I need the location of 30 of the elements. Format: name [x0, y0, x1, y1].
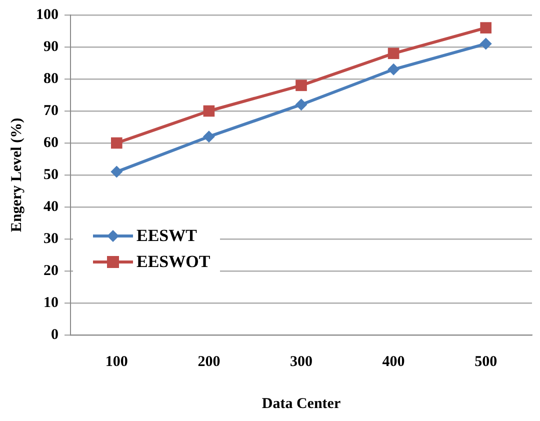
x-tick-label: 200 — [198, 354, 220, 370]
point — [480, 22, 492, 34]
x-axis-title: Data Center — [262, 396, 341, 412]
y-tick-label: 0 — [51, 326, 58, 343]
y-tick-label: 100 — [36, 6, 58, 23]
y-tick-label: 50 — [44, 166, 58, 183]
y-tick-label: 70 — [44, 102, 58, 119]
point — [480, 38, 492, 50]
point — [388, 63, 400, 76]
y-axis-title: Engery Level (%) — [8, 118, 25, 232]
point — [388, 48, 400, 60]
point — [110, 166, 123, 178]
point — [296, 80, 307, 92]
y-tick-label: 40 — [44, 198, 58, 215]
point — [110, 137, 122, 149]
y-tick-label: 80 — [44, 70, 58, 87]
x-tick-label: 300 — [290, 354, 312, 370]
x-tick-label: 500 — [474, 354, 498, 370]
legend-label: EESWOT — [136, 252, 210, 272]
point — [295, 98, 308, 111]
y-tick-label: 20 — [44, 262, 58, 279]
legend-label: EESWT — [136, 226, 197, 246]
x-tick-label: 400 — [382, 354, 405, 370]
y-tick-label: 30 — [44, 230, 58, 247]
y-tick-label: 90 — [44, 38, 58, 55]
point — [202, 130, 215, 143]
y-tick-label: 60 — [44, 134, 58, 151]
y-tick-label: 10 — [44, 294, 58, 311]
point — [203, 105, 215, 117]
x-tick-label: 100 — [105, 354, 128, 370]
